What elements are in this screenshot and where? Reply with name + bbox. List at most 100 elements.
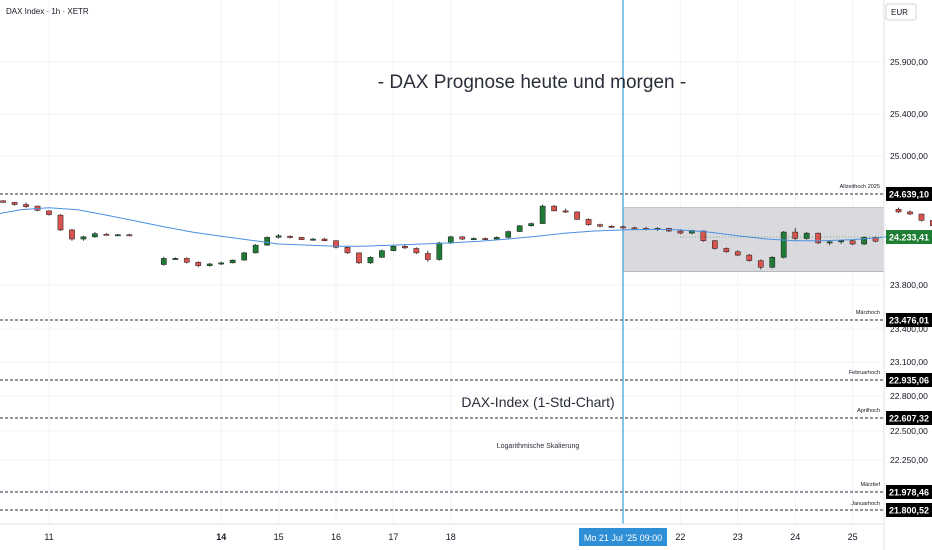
level-price-box-5 (886, 503, 932, 517)
candle-44 (516, 225, 523, 233)
candle-14 (172, 257, 179, 260)
current-price-label: 24.233,41 (889, 233, 929, 243)
candle-71 (826, 240, 833, 246)
candle-70 (815, 232, 822, 245)
candle-6 (57, 214, 64, 232)
y-tick-label-4: 23.400,00 (890, 324, 928, 334)
candle-2 (11, 201, 18, 206)
candle-78 (918, 213, 925, 222)
x-tick-label-6: 22 (675, 532, 685, 542)
candle-51 (597, 223, 603, 228)
candle-21 (252, 244, 259, 254)
candle-12 (126, 233, 133, 237)
level-price-box-3 (886, 411, 932, 425)
candle-76 (895, 207, 902, 213)
candle-39 (459, 236, 466, 241)
candle-52 (608, 225, 615, 228)
candle-36 (424, 250, 431, 262)
candle-61 (711, 240, 718, 250)
level-price-box-4 (886, 485, 932, 499)
y-tick-label-2: 25.000,00 (890, 151, 928, 161)
candle-46 (539, 204, 546, 225)
currency-label: EUR (891, 8, 908, 17)
x-tick-label-4: 17 (388, 532, 398, 542)
candle-60 (700, 230, 707, 242)
x-tick-label-8: 24 (790, 532, 800, 542)
candle-20 (241, 251, 248, 261)
level-price-label-2: 22.935,06 (889, 376, 929, 386)
candle-1 (0, 200, 6, 203)
y-tick-label-0: 25.900,00 (890, 57, 928, 67)
candle-31 (367, 256, 374, 264)
level-price-label-1: 23.476,01 (889, 316, 929, 326)
candle-10 (103, 233, 110, 236)
candle-16 (195, 261, 202, 268)
candle-43 (505, 230, 512, 239)
level-price-label-0: 24.639,10 (889, 190, 929, 200)
x-tick-label-1: 14 (216, 532, 226, 542)
x-tick-label-2: 15 (274, 532, 284, 542)
level-price-label-3: 22.607,32 (889, 414, 929, 424)
candle-40 (470, 237, 477, 241)
chart-annotation-dax-index: DAX-Index (1-Std-Chart) (461, 394, 614, 410)
x-tick-label-7: 23 (733, 532, 743, 542)
candle-37 (436, 241, 443, 261)
candle-23 (275, 234, 282, 239)
chart-title: - DAX Prognose heute und morgen - (378, 72, 686, 93)
candle-19 (229, 259, 236, 264)
candle-5 (46, 210, 52, 216)
candle-30 (356, 252, 362, 264)
level-price-label-4: 21.978,46 (889, 488, 929, 498)
x-tick-label-9: 25 (848, 532, 858, 542)
y-tick-label-1: 25.400,00 (890, 109, 928, 119)
level-price-box-1 (886, 313, 932, 327)
candle-28 (333, 240, 339, 249)
price-axis[interactable]: EUR (883, 0, 917, 550)
candle-18 (218, 261, 225, 266)
candle-22 (264, 236, 270, 246)
level-name-1: Märzhoch (856, 310, 880, 316)
candle-25 (298, 236, 305, 241)
candle-63 (734, 250, 741, 257)
x-tick-label-0: 11 (44, 532, 53, 542)
candle-24 (287, 235, 293, 239)
candle-53 (620, 225, 626, 229)
candle-73 (849, 239, 856, 246)
x-highlight-box-0 (579, 528, 667, 546)
candle-54 (631, 226, 638, 230)
candle-48 (562, 208, 569, 213)
level-name-3: Aprilhoch (857, 408, 880, 414)
y-tick-label-5: 23.100,00 (890, 357, 928, 367)
y-tick-label-7: 22.500,00 (890, 426, 928, 436)
candle-29 (344, 246, 351, 254)
level-price-label-5: 21.800,52 (889, 506, 929, 516)
current-price-marker: 24.233,41 (680, 230, 932, 244)
candle-67 (780, 231, 787, 259)
candle-45 (528, 222, 535, 227)
candle-7 (69, 228, 75, 241)
level-name-2: Februarhoch (849, 370, 880, 376)
candle-17 (206, 262, 213, 267)
y-tick-label-8: 22.250,00 (890, 455, 928, 465)
x-tick-label-5: 18 (446, 532, 456, 542)
x-highlight-label-0: Mo 21 Jul '25 09:00 (584, 533, 662, 543)
chart-annotation-log-scale: Logarithmische Skalierung (497, 443, 580, 450)
symbol-label[interactable]: DAX Index · 1h · XETR (6, 7, 89, 16)
currency-button[interactable] (885, 3, 917, 21)
candle-50 (585, 218, 592, 226)
candle-77 (907, 210, 913, 216)
level-price-box-2 (886, 373, 932, 387)
candle-11 (115, 233, 121, 237)
current-price-box (886, 230, 932, 244)
candle-49 (574, 211, 580, 220)
candle-79 (930, 220, 932, 226)
candle-35 (413, 247, 420, 254)
candle-68 (792, 227, 799, 241)
candle-33 (390, 245, 397, 252)
candle-32 (379, 249, 385, 258)
candle-3 (23, 202, 29, 209)
level-name-5: Januarhoch (851, 501, 880, 507)
candle-15 (183, 257, 190, 264)
y-tick-label-6: 22.800,00 (890, 391, 928, 401)
